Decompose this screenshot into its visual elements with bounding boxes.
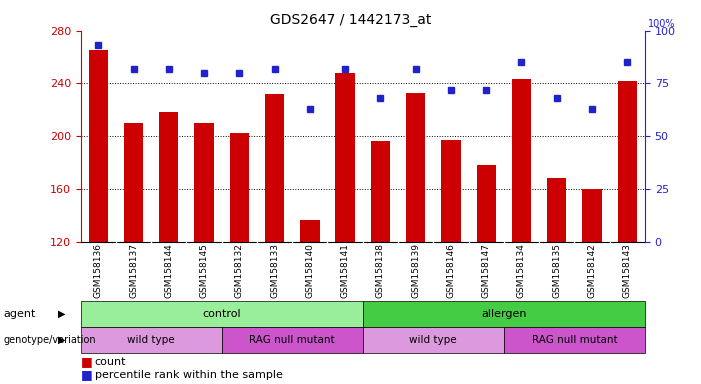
Text: ▶: ▶ — [58, 335, 65, 345]
Bar — [477, 165, 496, 242]
Text: GDS2647 / 1442173_at: GDS2647 / 1442173_at — [270, 13, 431, 27]
Text: 100%: 100% — [648, 19, 676, 29]
Bar — [512, 79, 531, 242]
Text: GSM158134: GSM158134 — [517, 243, 526, 298]
Bar — [406, 93, 426, 242]
Bar — [265, 94, 285, 242]
Text: RAG null mutant: RAG null mutant — [250, 335, 335, 345]
Text: percentile rank within the sample: percentile rank within the sample — [95, 370, 283, 380]
Bar — [230, 134, 249, 242]
Bar — [300, 220, 320, 242]
Text: ▶: ▶ — [58, 309, 65, 319]
Text: GSM158137: GSM158137 — [129, 243, 138, 298]
Bar — [194, 123, 214, 242]
Bar — [124, 123, 143, 242]
Text: GSM158144: GSM158144 — [164, 243, 173, 298]
Text: RAG null mutant: RAG null mutant — [531, 335, 617, 345]
Text: GSM158140: GSM158140 — [306, 243, 314, 298]
Text: GSM158146: GSM158146 — [447, 243, 456, 298]
Text: ■: ■ — [81, 355, 93, 368]
Bar — [88, 50, 108, 242]
Text: allergen: allergen — [481, 309, 526, 319]
Bar — [547, 178, 566, 242]
Text: GSM158147: GSM158147 — [482, 243, 491, 298]
Text: GSM158132: GSM158132 — [235, 243, 244, 298]
Text: GSM158138: GSM158138 — [376, 243, 385, 298]
Bar — [441, 140, 461, 242]
Text: genotype/variation: genotype/variation — [4, 335, 96, 345]
Text: GSM158143: GSM158143 — [622, 243, 632, 298]
Text: GSM158145: GSM158145 — [200, 243, 209, 298]
Text: GSM158142: GSM158142 — [587, 243, 597, 298]
Bar — [618, 81, 637, 242]
Bar — [159, 113, 179, 242]
Text: count: count — [95, 357, 126, 367]
Text: GSM158136: GSM158136 — [94, 243, 103, 298]
Text: GSM158133: GSM158133 — [270, 243, 279, 298]
Text: control: control — [203, 309, 241, 319]
Text: wild type: wild type — [128, 335, 175, 345]
Text: ■: ■ — [81, 368, 93, 381]
Text: agent: agent — [4, 309, 36, 319]
Text: GSM158139: GSM158139 — [411, 243, 420, 298]
Bar — [583, 189, 601, 242]
Text: GSM158135: GSM158135 — [552, 243, 562, 298]
Text: wild type: wild type — [409, 335, 457, 345]
Bar — [371, 141, 390, 242]
Text: GSM158141: GSM158141 — [341, 243, 350, 298]
Bar — [336, 73, 355, 242]
